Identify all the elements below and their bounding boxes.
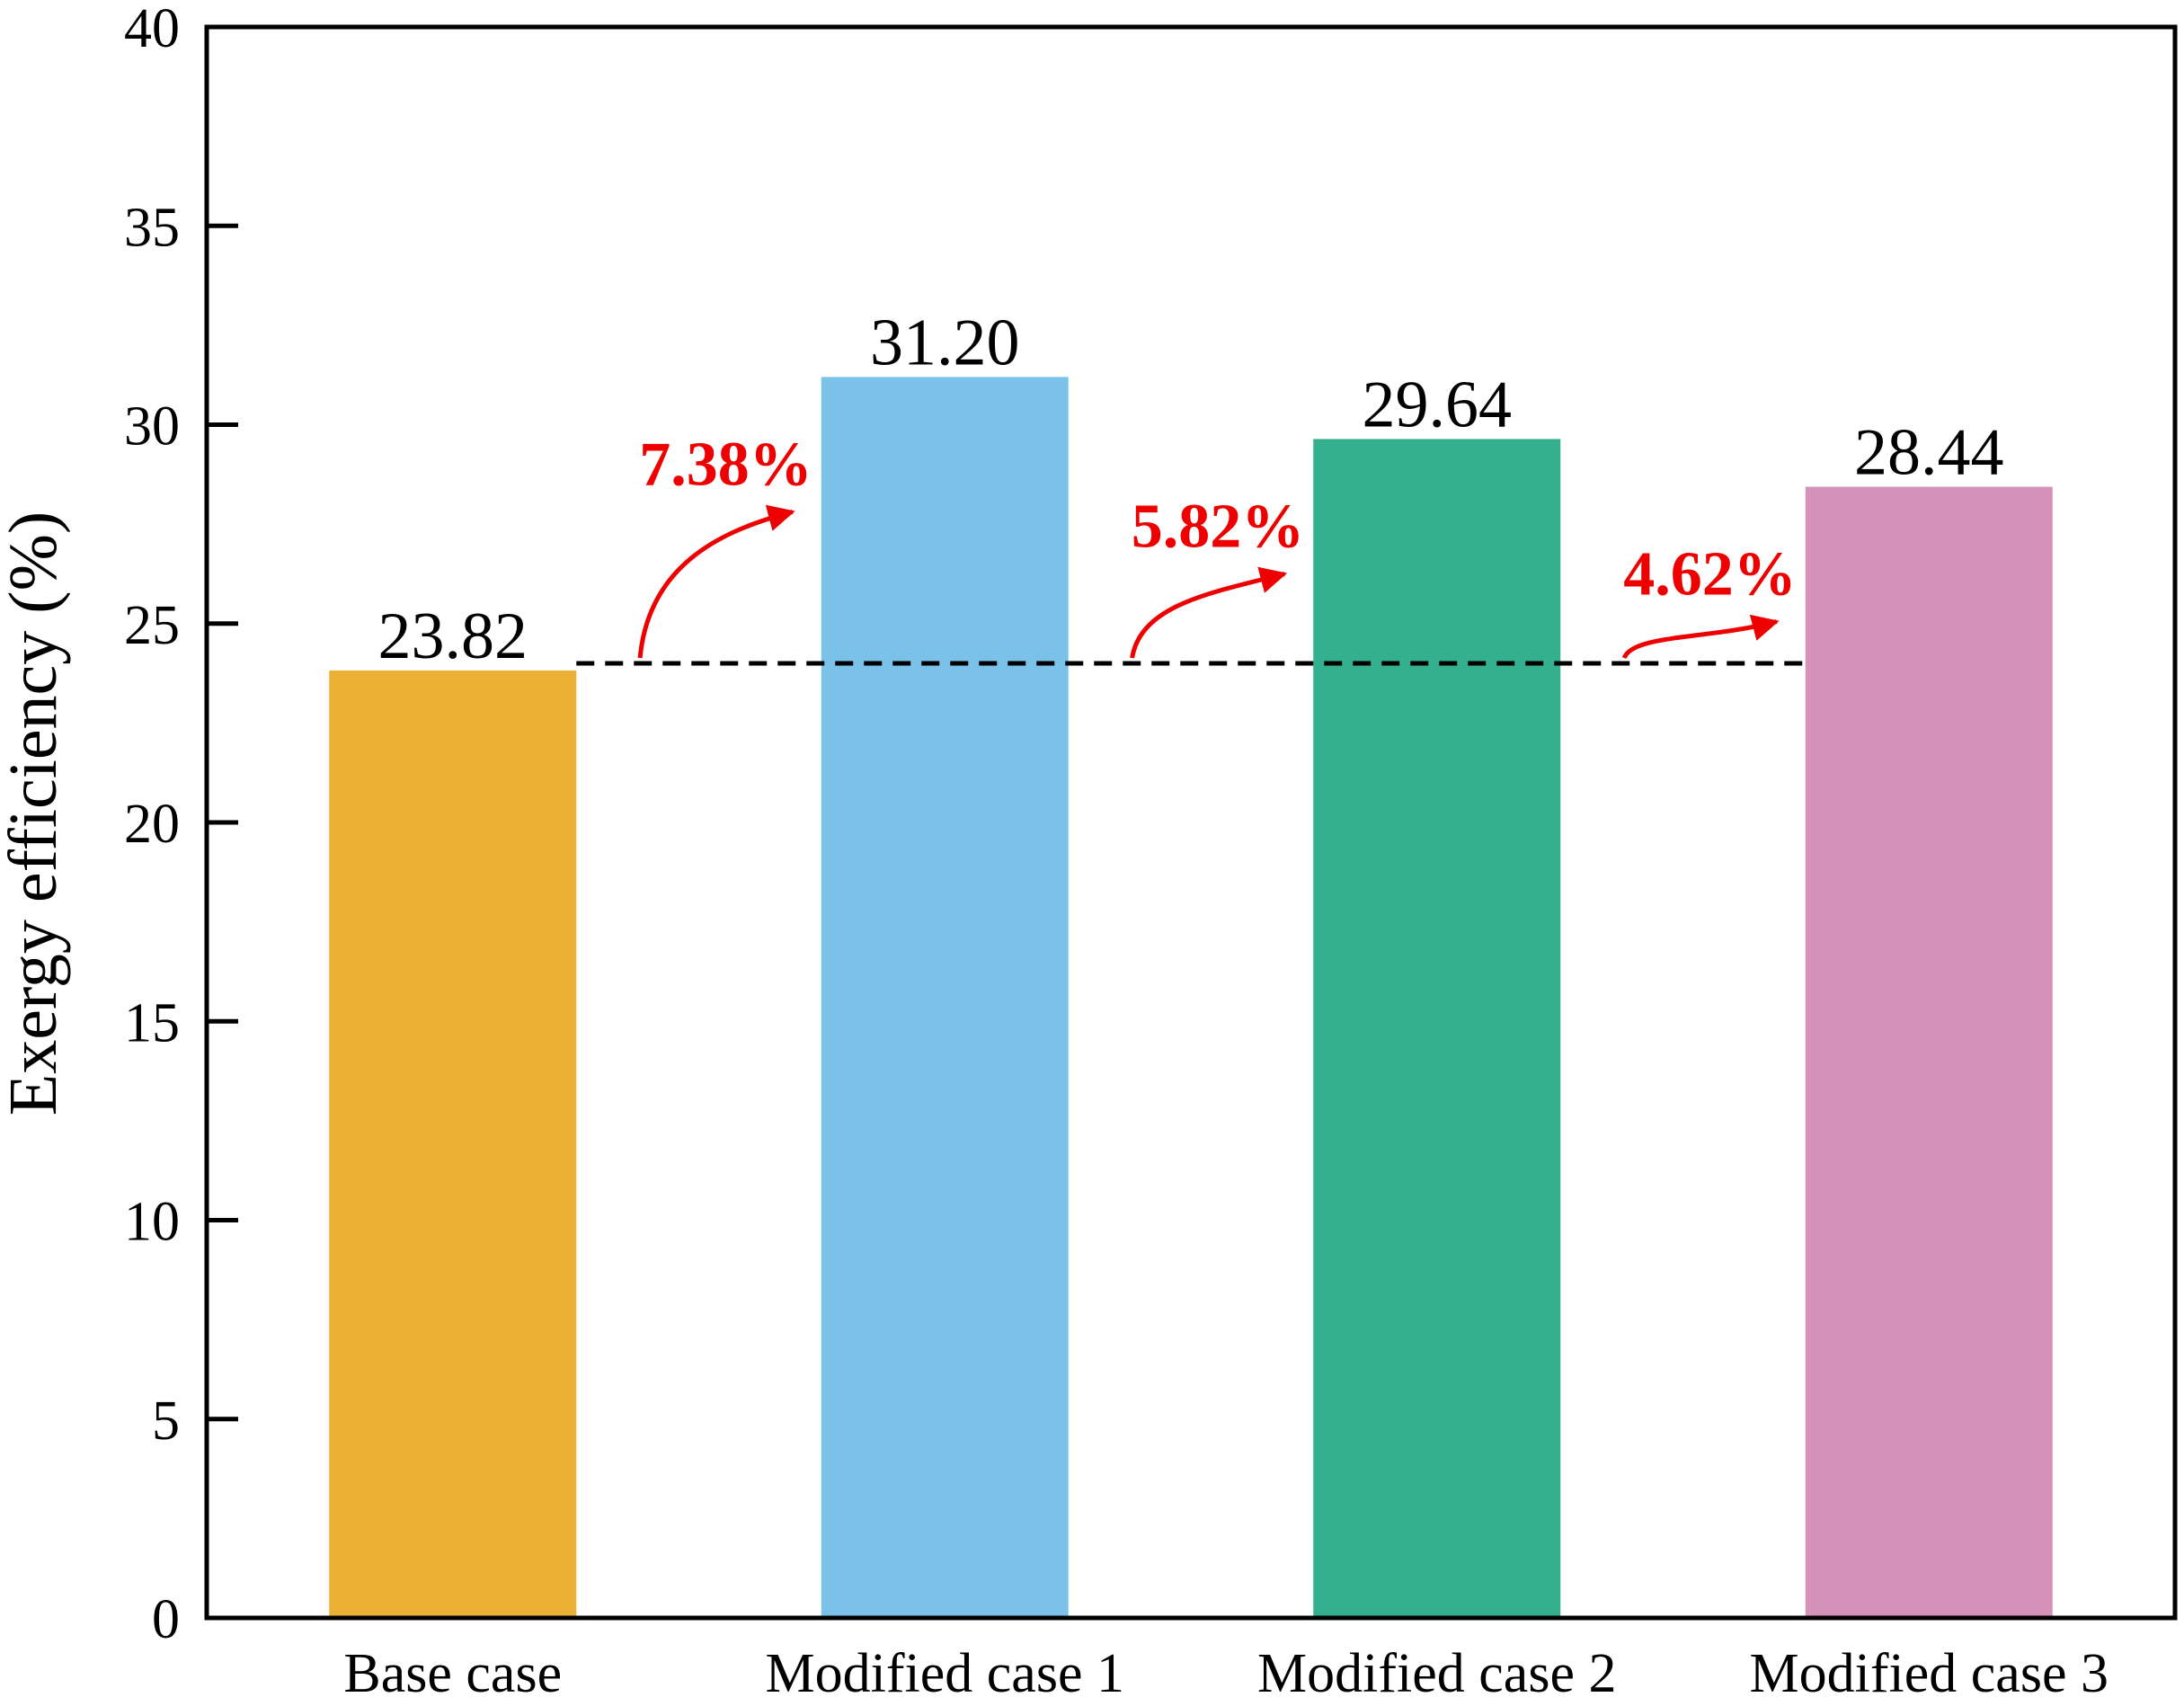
y-tick-label: 0 (152, 1589, 180, 1650)
percent-increase-label: 4.62% (1623, 540, 1797, 609)
bar-value-label: 29.64 (1363, 368, 1513, 441)
annotation-arrows-group (637, 504, 1780, 660)
bar-3 (1313, 439, 1561, 1619)
bar-value-label: 23.82 (378, 600, 528, 673)
bar-1 (329, 670, 577, 1618)
increase-arrow-2 (1130, 566, 1288, 659)
y-tick-label: 35 (124, 197, 180, 258)
bar-value-labels: 23.82 31.20 29.64 28.44 (378, 306, 2004, 673)
percent-increase-labels: 7.38% 5.82% 4.62% (639, 430, 1797, 609)
x-category-label: Base case (343, 1643, 562, 1704)
y-tick-label: 30 (124, 396, 180, 458)
y-tick-label: 15 (124, 992, 180, 1053)
y-tick-label: 10 (124, 1192, 180, 1253)
y-tick-label: 25 (124, 595, 180, 656)
percent-increase-label: 5.82% (1132, 492, 1305, 561)
x-category-label: Modified case 2 (1257, 1643, 1616, 1704)
bar-value-label: 28.44 (1854, 416, 2004, 490)
percent-increase-label: 7.38% (639, 430, 812, 499)
y-axis-ticks: 0 5 10 15 20 25 30 35 40 (124, 0, 238, 1650)
increase-arrow-1 (637, 504, 795, 659)
bar-4 (1805, 486, 2053, 1618)
y-tick-label: 40 (124, 0, 180, 59)
x-category-label: Modified case 3 (1750, 1643, 2109, 1704)
increase-arrow-3 (1621, 614, 1780, 660)
y-tick-label: 5 (152, 1391, 180, 1452)
bars-group (329, 377, 2053, 1619)
bar-2 (821, 377, 1069, 1618)
y-tick-label: 20 (124, 794, 180, 855)
bar-value-label: 31.20 (870, 306, 1020, 379)
x-category-label: Modified case 1 (766, 1643, 1124, 1704)
x-axis-category-labels: Base case Modified case 1 Modified case 2 M… (343, 1643, 2109, 1704)
y-axis-title: Exergy efficiency (%) (0, 511, 71, 1115)
